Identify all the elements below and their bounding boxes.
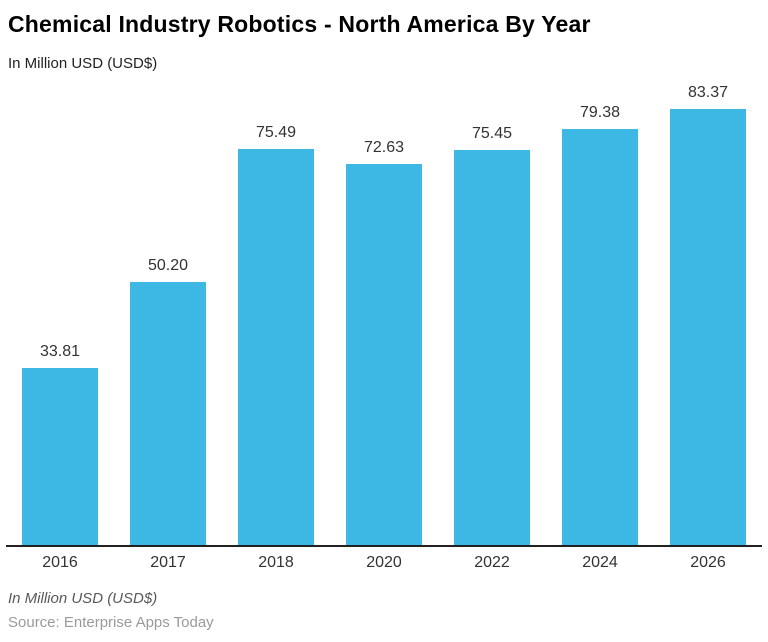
bar-column: 83.37 [670,83,746,545]
bar-chart-plot: 33.81 50.20 75.49 72.63 75.45 79.38 83.37 [6,83,762,545]
bar-column: 50.20 [130,83,206,545]
plot-area-wrapper: 33.81 50.20 75.49 72.63 75.45 79.38 83.37 [6,83,762,547]
bar[interactable] [130,282,206,545]
x-axis-tick-label: 2026 [690,554,726,571]
bar[interactable] [346,164,422,545]
x-axis-tick-label: 2022 [474,554,510,571]
chart-subtitle: In Million USD (USD$) [8,55,158,72]
bar-column: 75.49 [238,83,314,545]
bar-column: 72.63 [346,83,422,545]
bar-column: 79.38 [562,83,638,545]
chart-footer: In Million USD (USD$) Source: Enterprise… [0,572,768,631]
bar-value-label: 75.49 [255,124,297,141]
bar[interactable] [562,129,638,545]
bar-column: 75.45 [454,83,530,545]
bar-value-label: 79.38 [579,104,621,121]
bar[interactable] [454,150,530,545]
x-axis-tick-label: 2020 [366,554,402,571]
chart-header: Chemical Industry Robotics - North Ameri… [0,0,768,73]
bar[interactable] [22,368,98,545]
x-axis-tick-label: 2016 [42,554,78,571]
bar[interactable] [238,149,314,545]
bar-value-label: 83.37 [687,84,729,101]
bar-value-label: 33.81 [39,343,81,360]
x-axis-tick-label: 2018 [258,554,294,571]
source-note: Source: Enterprise Apps Today [8,614,214,631]
bar-column: 33.81 [22,83,98,545]
x-axis-tick-label: 2024 [582,554,618,571]
bar-value-label: 75.45 [471,125,513,142]
x-axis-labels: 2016 2017 2018 2020 2022 2024 2026 [0,547,768,572]
chart-title: Chemical Industry Robotics - North Ameri… [8,11,591,37]
bar-value-label: 72.63 [363,139,405,156]
bar-value-label: 50.20 [147,257,189,274]
bar[interactable] [670,109,746,545]
unit-note: In Million USD (USD$) [8,590,158,607]
x-axis-tick-label: 2017 [150,554,186,571]
